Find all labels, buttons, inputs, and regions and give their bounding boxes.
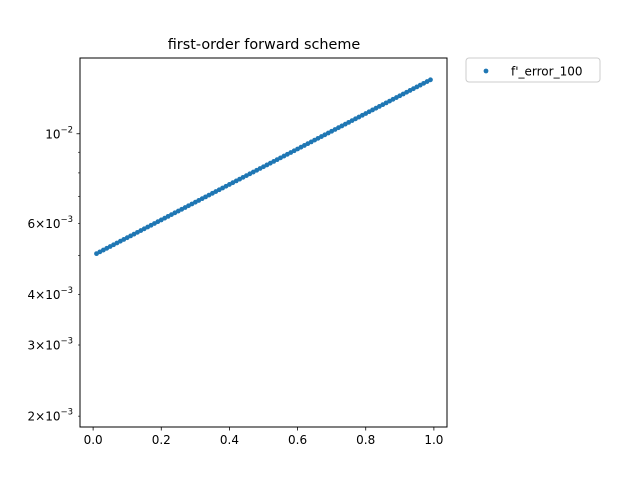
y-major-tick-label: 10−2 — [45, 125, 73, 141]
x-tick-label: 1.0 — [424, 433, 443, 447]
data-point — [428, 77, 433, 83]
legend-label: f'_error_100 — [511, 65, 582, 79]
axes: 0.0 0.2 0.4 0.6 0.8 1.0 10−2 2×10−3 3×10−3 4×10−3… — [27, 125, 443, 447]
y-minor-tick-label: 3×10−3 — [27, 337, 73, 353]
x-tick-label: 0.4 — [220, 433, 239, 447]
legend: f'_error_100 — [465, 57, 601, 83]
x-tick-label: 0.8 — [356, 433, 375, 447]
x-tick-label: 0.2 — [152, 433, 171, 447]
y-minor-tick-label: 6×10−3 — [27, 215, 73, 231]
legend-marker — [483, 68, 489, 74]
y-minor-tick-label: 2×10−3 — [27, 408, 73, 424]
x-tick-label: 0.6 — [288, 433, 307, 447]
scatter-points — [94, 77, 433, 257]
y-minor-tick-label: 4×10−3 — [27, 286, 73, 302]
plot-frame — [79, 57, 448, 428]
chart-title: first-order forward scheme — [168, 37, 361, 53]
legend-box — [465, 57, 601, 83]
x-tick-label: 0.0 — [84, 433, 103, 447]
